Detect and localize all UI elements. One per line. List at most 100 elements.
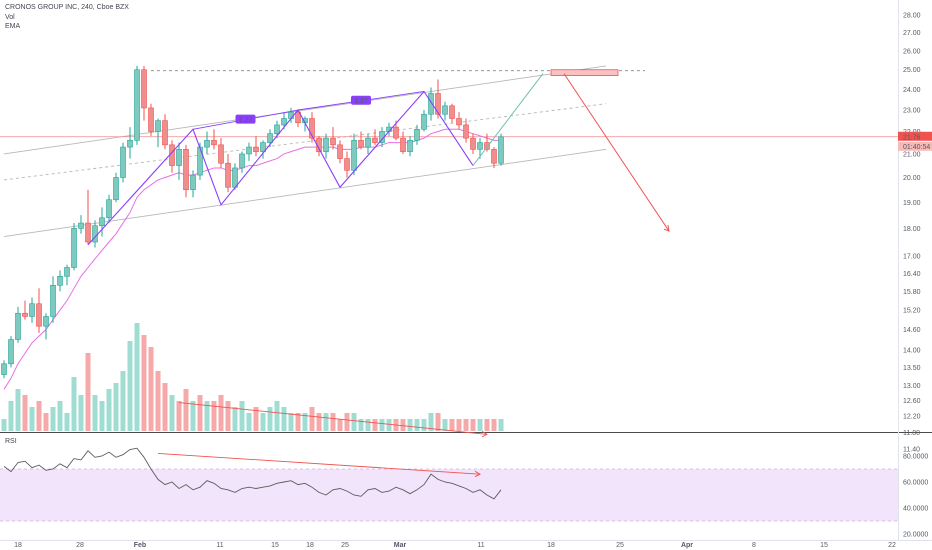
candle-body <box>1 363 7 375</box>
volume-bar <box>162 383 168 431</box>
volume-bar <box>470 419 476 431</box>
channel-mid-line <box>3 103 607 181</box>
volume-bar <box>309 407 315 431</box>
candle-body <box>232 167 238 188</box>
volume-bar <box>127 341 133 431</box>
volume-bar <box>106 389 112 431</box>
price-tick-label: 25.00 <box>903 67 921 74</box>
candle-body <box>113 177 119 201</box>
channel-upper-line <box>3 65 607 155</box>
rsi-tick-label: 40.0000 <box>903 506 928 513</box>
volume-bar <box>113 383 119 431</box>
candle-body <box>351 140 357 171</box>
volume-bar <box>428 413 434 431</box>
candle-body <box>295 111 301 124</box>
price-tick-label: 16.40 <box>903 271 921 278</box>
time-tick-label: 11 <box>216 542 223 549</box>
harmonic-ratio-label: 1.27 <box>354 98 368 105</box>
candle-body <box>106 199 112 219</box>
volume-bar <box>449 419 455 431</box>
price-tick-label: 15.80 <box>903 289 921 296</box>
candle-body <box>407 140 413 152</box>
vol-indicator-label[interactable]: Vol <box>5 14 15 21</box>
candle-body <box>449 105 455 119</box>
price-tick-label: 18.00 <box>903 226 921 233</box>
harmonic-ratio-badge <box>235 114 256 124</box>
rsi-tick-label: 80.0000 <box>903 454 928 461</box>
candle-body <box>246 146 252 155</box>
rsi-line <box>3 447 502 500</box>
volume-bar <box>267 407 273 431</box>
candle-body <box>85 222 91 243</box>
candle-body <box>50 284 56 317</box>
time-tick-label: 28 <box>76 542 84 549</box>
candle-body <box>442 105 448 115</box>
volume-bar <box>218 395 224 431</box>
volume-bar <box>176 401 182 431</box>
volume-divergence-arrow-head <box>481 431 488 438</box>
volume-bar <box>253 407 259 431</box>
candle-body <box>421 113 427 130</box>
target-zone <box>550 69 619 76</box>
candle-body <box>477 142 483 150</box>
price-tick-label: 21.00 <box>903 151 921 158</box>
volume-bar <box>463 419 469 431</box>
candle-body <box>64 267 70 277</box>
volume-bar <box>190 401 196 431</box>
rsi-tick-label: 20.0000 <box>903 532 928 539</box>
volume-bar <box>43 413 49 431</box>
candle-body <box>393 126 399 139</box>
price-tick-label: 20.00 <box>903 175 921 182</box>
price-tick-label: 24.00 <box>903 87 921 94</box>
last-price-label: 21.76 <box>903 134 921 141</box>
bearish-projection-arrow <box>563 73 670 232</box>
volume-bar <box>197 395 203 431</box>
volume-bar <box>484 419 490 431</box>
volume-bar <box>435 413 441 431</box>
volume-bar <box>379 419 385 431</box>
channel-lower-line <box>3 148 607 237</box>
candle-body <box>218 144 224 164</box>
volume-bar <box>85 353 91 431</box>
candle-body <box>204 140 210 148</box>
volume-bar <box>232 407 238 431</box>
volume-bar <box>421 419 427 431</box>
price-tick-label: 28.00 <box>903 13 921 20</box>
volume-bar <box>498 419 504 431</box>
harmonic-ratio-badge <box>351 95 371 105</box>
last-price-badge <box>898 131 932 141</box>
bearish-arrow-head <box>663 225 670 232</box>
volume-bar <box>351 413 357 431</box>
volume-bar <box>358 419 364 431</box>
volume-bar <box>295 413 301 431</box>
chart-title: CRONOS GROUP INC, 240, Cboe BZX <box>5 4 129 11</box>
rsi-divergence-arrow-head <box>474 470 481 478</box>
volume-bar <box>246 413 252 431</box>
volume-bar <box>386 419 392 431</box>
volume-bar <box>57 401 63 431</box>
volume-bar <box>148 347 154 431</box>
candle-body <box>78 222 84 229</box>
rsi-indicator-label[interactable]: RSI <box>5 438 17 445</box>
harmonic-pattern-line <box>87 90 474 246</box>
rsi-divergence-arrow <box>157 452 481 475</box>
candle-body <box>141 69 147 109</box>
time-tick-label: 25 <box>341 542 349 549</box>
time-tick-label: 15 <box>271 542 279 549</box>
volume-bar <box>477 419 483 431</box>
ema-indicator-label[interactable]: EMA <box>5 23 21 30</box>
price-tick-label: 15.20 <box>903 308 921 315</box>
candle-body <box>428 93 434 115</box>
candle-body <box>260 142 266 152</box>
price-tick-label: 12.20 <box>903 414 921 421</box>
volume-bar <box>372 419 378 431</box>
volume-bar <box>22 395 28 431</box>
candle-body <box>29 303 35 317</box>
rsi-band <box>0 469 898 521</box>
volume-bar <box>99 401 105 431</box>
time-tick-label: Mar <box>394 542 407 549</box>
volume-bar <box>36 401 42 431</box>
candle-body <box>120 146 126 178</box>
candle-body <box>337 144 343 159</box>
